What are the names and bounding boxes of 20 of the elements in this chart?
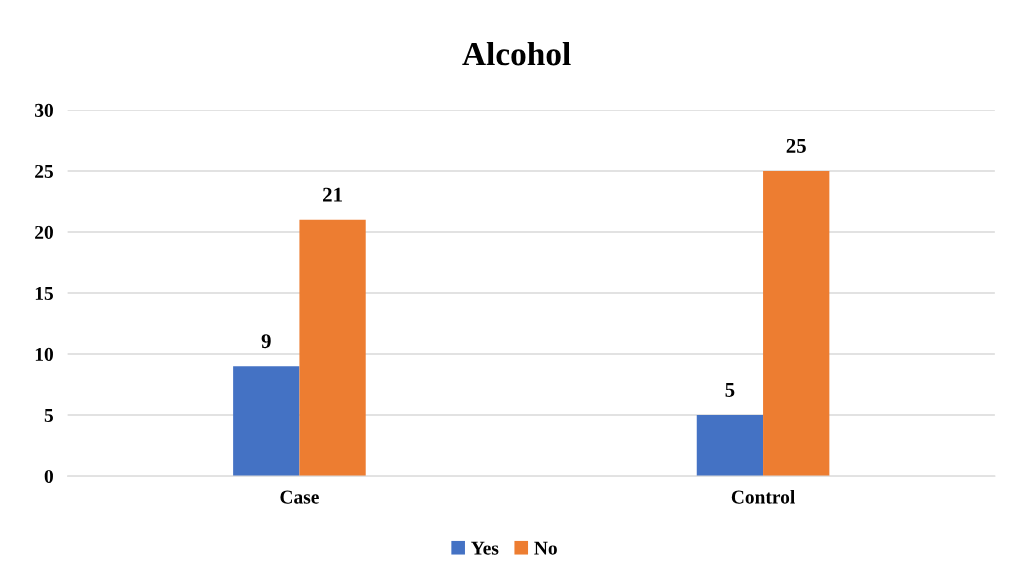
y-tick-label: 30: [35, 103, 53, 117]
data-label: 25: [786, 138, 806, 153]
x-tick-label: Control: [731, 489, 795, 504]
x-tick-label: Case: [280, 490, 319, 504]
y-tick-label: 5: [44, 409, 53, 422]
bar: [763, 171, 830, 477]
y-tick-label: 25: [35, 164, 53, 178]
y-tick-label: 20: [35, 225, 53, 239]
legend-label: No: [534, 541, 557, 555]
data-label: 5: [725, 383, 735, 397]
legend-label: Yes: [471, 541, 499, 555]
data-label: 9: [261, 334, 271, 349]
bar: [299, 219, 366, 477]
bar: [696, 415, 764, 477]
y-tick-label: 10: [35, 347, 53, 361]
chart-title: Alcohol: [462, 41, 571, 66]
y-tick-label: 15: [35, 286, 53, 300]
bar: [233, 366, 300, 477]
y-tick-label: 0: [44, 469, 53, 484]
data-label: 21: [323, 187, 342, 202]
